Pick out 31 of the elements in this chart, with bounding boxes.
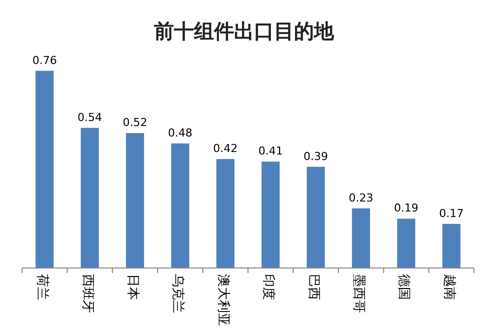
x-tick-label: 越南 [441,274,456,300]
bar [216,159,234,268]
x-tick-label: 西班牙 [80,274,95,313]
data-label: 0.52 [122,116,148,130]
x-tick-label: 乌克兰 [170,274,186,313]
bar [171,143,190,268]
x-tick-label: 墨西哥 [351,274,366,313]
x-tick-label: 澳大利亚 [215,274,230,326]
bar [80,128,99,268]
bar [352,208,370,268]
data-label: 0.54 [78,110,102,124]
bar [126,133,144,268]
bar [306,166,325,268]
x-tick-label: 巴西 [306,274,321,300]
x-tick-label: 荷兰 [34,274,50,300]
data-label: 0.17 [439,206,464,220]
data-label: 0.39 [304,150,328,163]
bar [36,70,54,268]
data-label: 0.76 [32,54,57,67]
bar [262,162,280,268]
bar [397,218,416,268]
data-label: 0.19 [394,202,418,215]
bar [442,224,460,268]
x-tick-label: 印度 [260,274,277,300]
data-label: 0.48 [168,126,192,140]
data-label: 0.42 [213,142,238,156]
data-label: 0.23 [348,191,374,204]
chart-title: 前十组件出口目的地 [153,19,335,43]
x-tick-label: 德国 [396,274,412,300]
data-label: 0.41 [258,144,283,158]
x-tick-label: 日本 [125,274,140,300]
